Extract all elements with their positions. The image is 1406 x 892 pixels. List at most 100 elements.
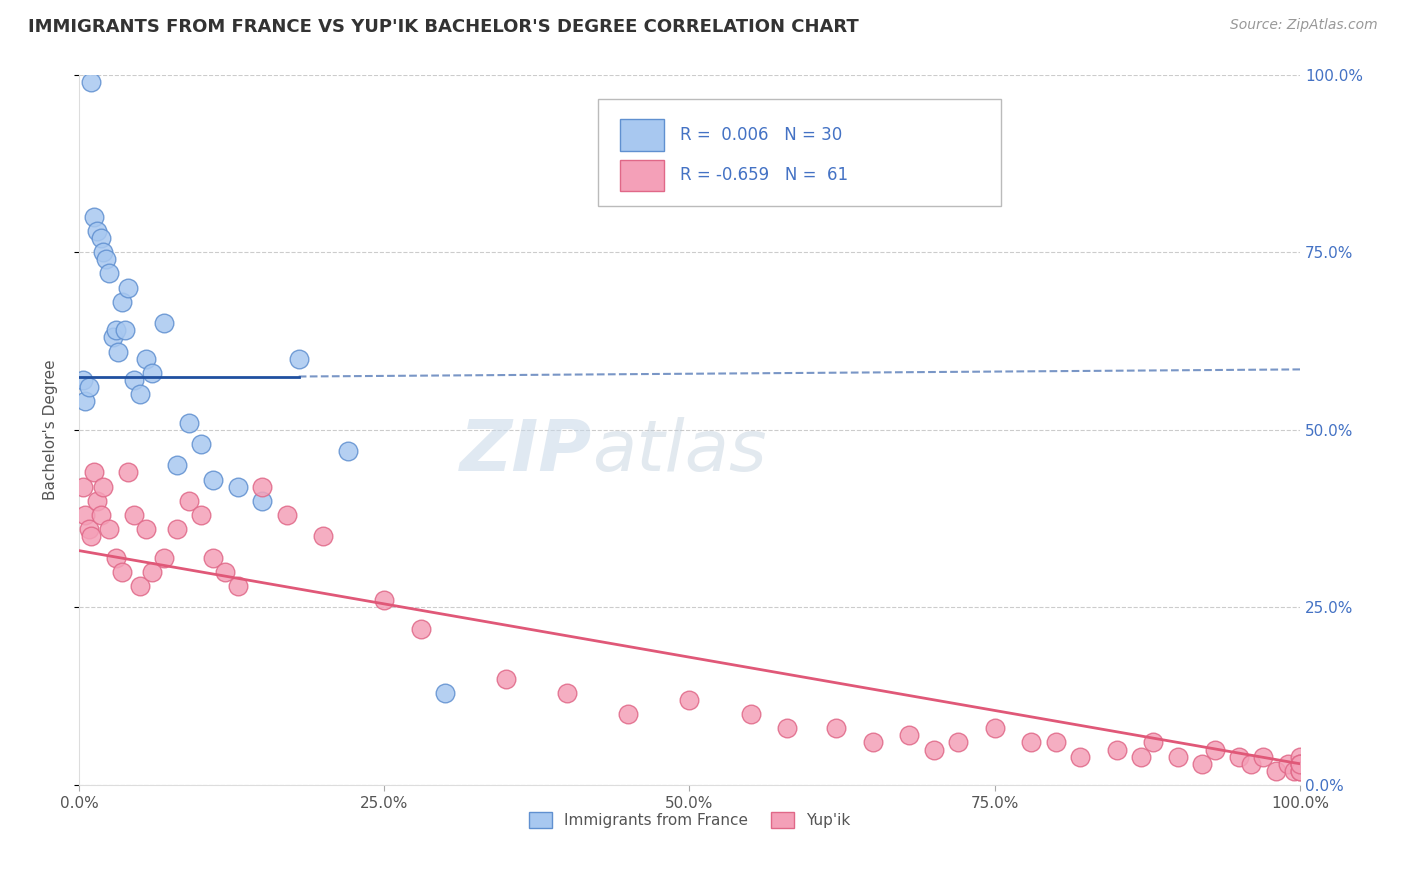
Point bbox=[122, 373, 145, 387]
Point bbox=[141, 565, 163, 579]
Point bbox=[86, 224, 108, 238]
Point bbox=[1253, 749, 1275, 764]
Point bbox=[129, 579, 152, 593]
Point bbox=[72, 373, 94, 387]
Text: R =  0.006   N = 30: R = 0.006 N = 30 bbox=[679, 126, 842, 144]
Legend: Immigrants from France, Yup'ik: Immigrants from France, Yup'ik bbox=[523, 806, 856, 834]
Point bbox=[1289, 764, 1312, 778]
Point bbox=[83, 210, 105, 224]
Point bbox=[1021, 735, 1043, 749]
Text: ZIP: ZIP bbox=[460, 417, 592, 485]
Point bbox=[111, 565, 134, 579]
Text: IMMIGRANTS FROM FRANCE VS YUP'IK BACHELOR'S DEGREE CORRELATION CHART: IMMIGRANTS FROM FRANCE VS YUP'IK BACHELO… bbox=[28, 18, 859, 36]
Point bbox=[1289, 756, 1312, 771]
Point bbox=[409, 622, 432, 636]
Point bbox=[190, 508, 212, 522]
Point bbox=[1289, 764, 1312, 778]
Point bbox=[104, 550, 127, 565]
FancyBboxPatch shape bbox=[620, 120, 664, 151]
Point bbox=[1130, 749, 1153, 764]
Point bbox=[825, 721, 848, 735]
Text: atlas: atlas bbox=[592, 417, 766, 485]
Point bbox=[153, 316, 176, 330]
Point bbox=[117, 281, 139, 295]
Point bbox=[226, 579, 249, 593]
Point bbox=[135, 351, 157, 366]
Point bbox=[177, 494, 200, 508]
Point bbox=[129, 387, 152, 401]
Y-axis label: Bachelor's Degree: Bachelor's Degree bbox=[44, 359, 58, 500]
Point bbox=[922, 742, 945, 756]
Text: Source: ZipAtlas.com: Source: ZipAtlas.com bbox=[1230, 18, 1378, 32]
Point bbox=[73, 508, 96, 522]
Point bbox=[226, 480, 249, 494]
Point bbox=[80, 529, 103, 543]
Point bbox=[80, 75, 103, 89]
Point bbox=[1289, 756, 1312, 771]
Point bbox=[557, 686, 579, 700]
Point bbox=[1105, 742, 1128, 756]
Point bbox=[1264, 764, 1286, 778]
Point bbox=[1289, 756, 1312, 771]
Point bbox=[90, 231, 112, 245]
Point bbox=[1191, 756, 1213, 771]
Point bbox=[190, 437, 212, 451]
Point bbox=[312, 529, 335, 543]
Point bbox=[1204, 742, 1226, 756]
Point bbox=[1277, 756, 1299, 771]
Point bbox=[862, 735, 884, 749]
Point bbox=[93, 480, 115, 494]
Point bbox=[984, 721, 1007, 735]
Point bbox=[73, 394, 96, 409]
Point bbox=[83, 466, 105, 480]
Point bbox=[98, 267, 121, 281]
Point bbox=[77, 380, 100, 394]
Point bbox=[166, 522, 188, 536]
Point bbox=[898, 728, 921, 742]
Point bbox=[72, 480, 94, 494]
Point bbox=[90, 508, 112, 522]
Point bbox=[1045, 735, 1067, 749]
Point bbox=[77, 522, 100, 536]
Point bbox=[177, 416, 200, 430]
Point bbox=[1142, 735, 1164, 749]
Point bbox=[166, 458, 188, 473]
Point bbox=[86, 494, 108, 508]
Point bbox=[946, 735, 969, 749]
Point bbox=[98, 522, 121, 536]
Point bbox=[94, 252, 117, 267]
Point bbox=[1069, 749, 1091, 764]
Point bbox=[1240, 756, 1263, 771]
Point bbox=[135, 522, 157, 536]
Point bbox=[276, 508, 298, 522]
Point bbox=[202, 473, 225, 487]
Point bbox=[1282, 764, 1305, 778]
Point bbox=[93, 245, 115, 260]
Point bbox=[250, 494, 273, 508]
Point bbox=[107, 344, 129, 359]
Point bbox=[214, 565, 236, 579]
Point bbox=[122, 508, 145, 522]
Point bbox=[1227, 749, 1250, 764]
Point bbox=[153, 550, 176, 565]
Point bbox=[776, 721, 799, 735]
Point bbox=[101, 330, 124, 344]
Point bbox=[1167, 749, 1189, 764]
Point bbox=[678, 693, 700, 707]
Point bbox=[617, 706, 640, 721]
Point bbox=[104, 323, 127, 337]
Point bbox=[1289, 749, 1312, 764]
Point bbox=[495, 672, 517, 686]
Point bbox=[336, 444, 359, 458]
Point bbox=[141, 366, 163, 380]
Point bbox=[202, 550, 225, 565]
FancyBboxPatch shape bbox=[620, 160, 664, 191]
Point bbox=[250, 480, 273, 494]
Point bbox=[373, 593, 395, 607]
Point bbox=[114, 323, 136, 337]
Text: R = -0.659   N =  61: R = -0.659 N = 61 bbox=[679, 167, 848, 185]
Point bbox=[287, 351, 309, 366]
Point bbox=[117, 466, 139, 480]
Point bbox=[740, 706, 762, 721]
FancyBboxPatch shape bbox=[598, 99, 1001, 206]
